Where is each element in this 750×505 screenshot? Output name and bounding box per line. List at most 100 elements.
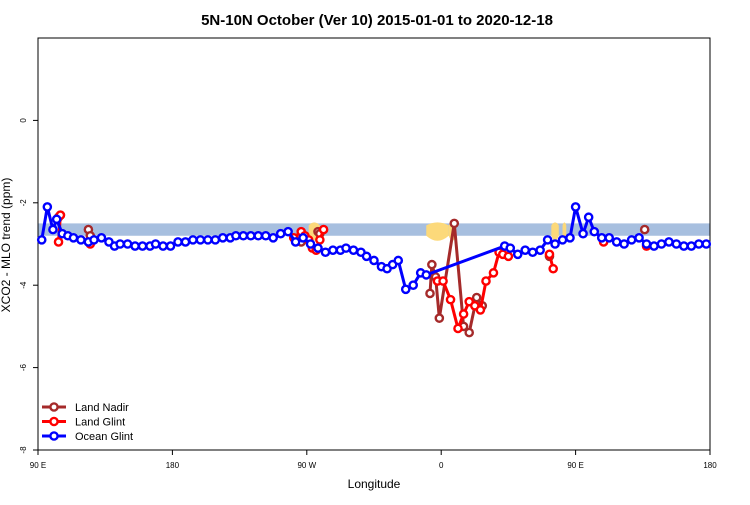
data-point-2-0-61 (527, 247, 538, 258)
data-point-2-0-72 (604, 233, 615, 243)
data-point-2-0-66 (565, 233, 575, 243)
data-point-2-0-18 (150, 239, 161, 249)
legend-label-0: Land Nadir (75, 402, 129, 414)
y-tick-label-4: 0 (19, 118, 28, 123)
series-layer (36, 202, 712, 338)
data-point-2-0-1 (42, 202, 53, 212)
x-tick-label-2: 90 W (297, 461, 316, 470)
data-point-1-3-9 (488, 268, 499, 278)
data-point-2-0-21 (173, 237, 183, 247)
data-point-1-0-0 (53, 237, 64, 247)
x-axis-title: Longitude (348, 477, 401, 491)
data-point-0-4-7 (471, 292, 482, 303)
data-point-2-0-65 (557, 235, 568, 245)
x-tick-label-3: 0 (439, 461, 444, 470)
data-point-2-0-71 (596, 233, 607, 243)
data-point-2-0-23 (188, 235, 198, 245)
data-point-2-0-25 (203, 235, 213, 245)
data-point-2-0-39 (305, 239, 316, 249)
data-point-2-0-62 (535, 245, 545, 255)
data-point-2-0-22 (180, 237, 191, 247)
data-point-2-0-41 (320, 247, 331, 258)
y-axis: -8 -6 -4 -2 0 (19, 118, 38, 454)
data-point-2-0-68 (578, 228, 588, 239)
data-point-2-0-78 (649, 241, 659, 251)
data-point-2-0-36 (283, 226, 293, 237)
data-point-2-0-77 (641, 239, 652, 249)
data-point-2-0-64 (550, 239, 560, 249)
data-point-1-3-12 (503, 251, 514, 262)
data-point-2-0-76 (634, 233, 644, 243)
land-band-3 (551, 222, 559, 241)
data-point-2-0-58 (505, 243, 516, 253)
data-point-2-0-0 (36, 235, 47, 245)
data-point-1-3-3 (453, 323, 463, 334)
data-point-2-0-84 (694, 239, 704, 249)
data-point-0-4-0 (425, 288, 435, 299)
legend-marker-0 (49, 402, 59, 412)
data-point-1-3-8 (481, 276, 491, 286)
x-tick-label-4: 90 E (567, 461, 583, 470)
legend-marker-2 (49, 431, 59, 441)
legend: Land Nadir Land Glint Ocean Glint (42, 402, 133, 443)
x-tick-label-0: 90 E (30, 461, 46, 470)
y-tick-label-0: -8 (19, 446, 28, 454)
data-point-2-0-27 (217, 233, 228, 243)
data-point-2-0-20 (165, 241, 176, 251)
data-point-2-0-45 (348, 245, 359, 255)
data-point-1-4-0 (544, 249, 555, 260)
ocean-band (38, 223, 710, 236)
data-point-2-0-13 (115, 239, 125, 249)
data-point-2-0-70 (589, 226, 600, 237)
data-point-2-0-24 (195, 235, 206, 245)
y-axis-title: XCO2 - MLO trend (ppm) (0, 178, 13, 313)
data-point-2-0-53 (400, 284, 411, 295)
data-point-1-3-4 (458, 309, 469, 319)
data-point-2-0-75 (626, 235, 637, 245)
data-point-2-0-73 (611, 237, 622, 247)
data-point-2-0-63 (542, 235, 553, 245)
data-point-2-0-85 (701, 239, 712, 249)
data-point-2-0-67 (570, 202, 581, 212)
data-point-2-0-31 (245, 230, 256, 241)
data-point-2-0-35 (275, 228, 286, 239)
data-point-2-0-42 (328, 245, 338, 255)
data-point-1-3-2 (445, 294, 456, 305)
x-axis: 90 E 180 90 W 0 90 E 180 (30, 450, 717, 470)
data-point-1-3-1 (438, 276, 448, 286)
series-ocean-glint (36, 202, 712, 295)
data-point-0-4-1 (427, 259, 437, 270)
data-point-2-0-34 (268, 233, 279, 243)
data-point-1-3-7 (475, 305, 486, 315)
data-point-2-0-47 (361, 251, 372, 262)
data-point-2-0-33 (260, 230, 271, 241)
data-point-2-0-10 (96, 233, 107, 243)
data-point-0-4-4 (449, 218, 460, 229)
data-point-2-0-69 (583, 212, 594, 223)
y-tick-label-1: -6 (19, 363, 28, 371)
data-point-2-0-15 (130, 241, 140, 251)
data-point-2-0-74 (619, 239, 629, 249)
data-point-2-0-2 (48, 224, 58, 235)
data-point-2-0-44 (341, 243, 351, 253)
data-point-2-0-30 (238, 230, 249, 241)
data-point-2-0-3 (51, 214, 62, 225)
data-point-2-0-81 (671, 239, 682, 249)
data-point-2-0-14 (122, 239, 133, 249)
data-point-1-2-6 (315, 235, 325, 245)
data-point-2-0-37 (290, 237, 301, 247)
data-point-2-0-9 (89, 235, 99, 245)
data-point-2-0-48 (369, 255, 379, 266)
data-point-2-0-54 (408, 280, 419, 291)
data-point-1-2-7 (318, 224, 329, 235)
data-point-2-0-52 (393, 255, 404, 266)
data-point-2-0-7 (76, 235, 86, 245)
data-point-2-0-29 (231, 230, 241, 241)
legend-label-2: Ocean Glint (75, 431, 133, 443)
data-point-0-4-6 (464, 327, 475, 338)
y-tick-label-3: -2 (19, 199, 28, 207)
data-point-2-0-83 (686, 241, 697, 251)
data-point-2-0-40 (313, 243, 323, 253)
